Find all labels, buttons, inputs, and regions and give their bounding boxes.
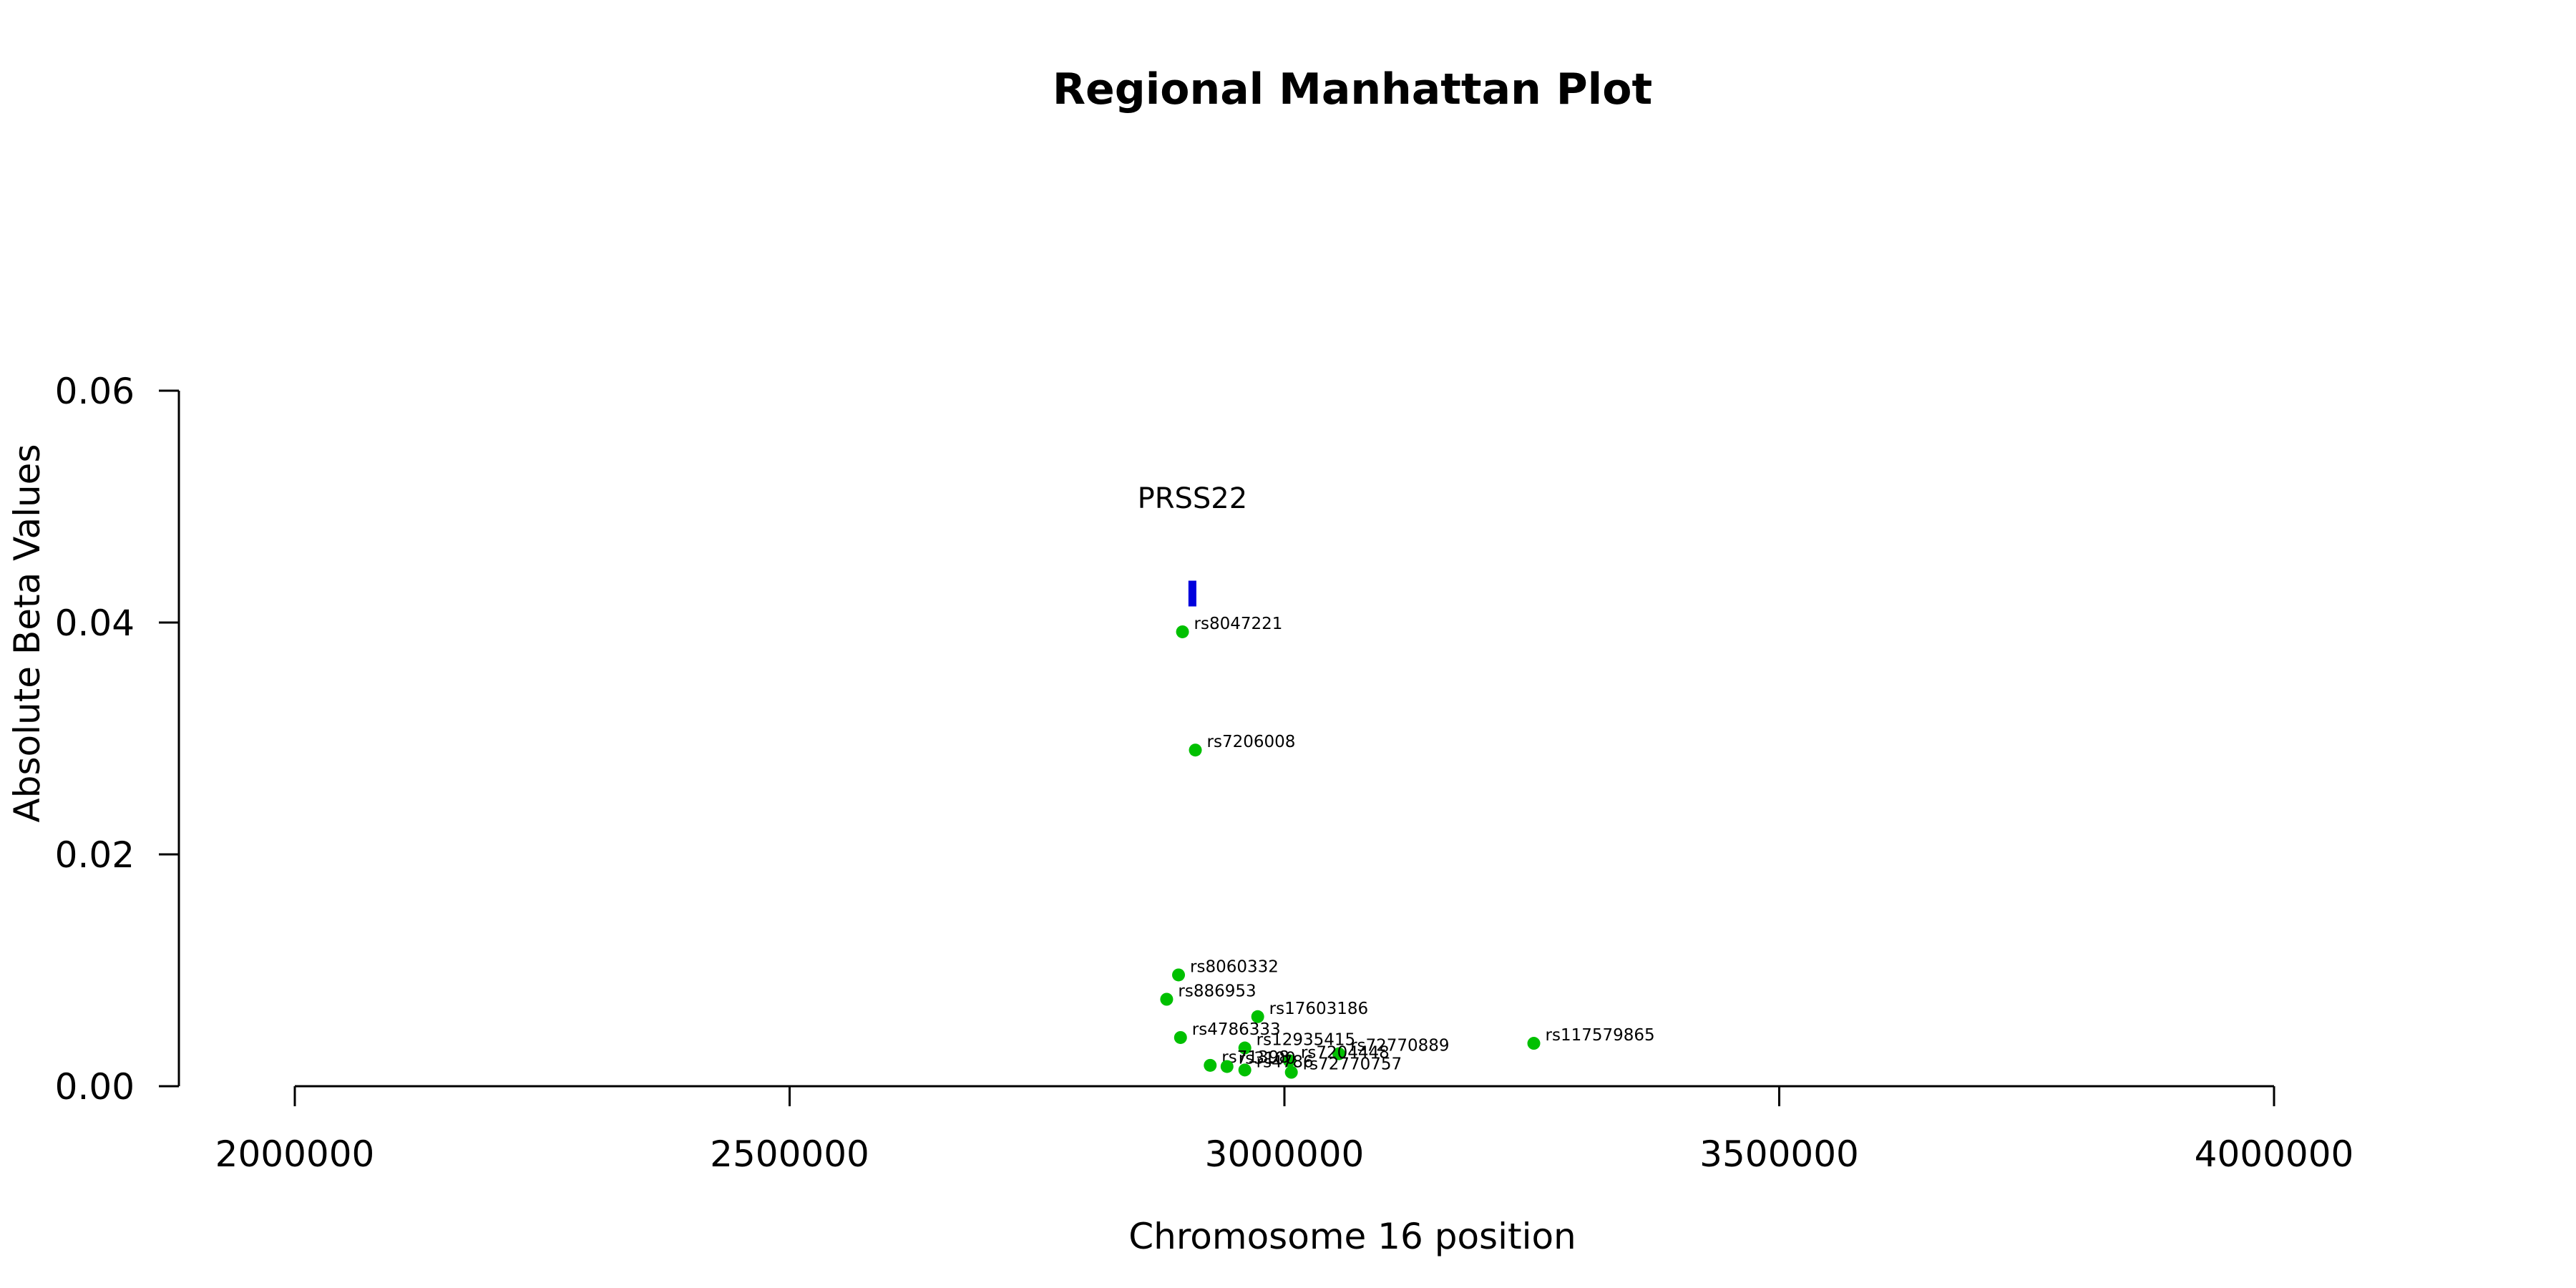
snp-point xyxy=(1527,1037,1541,1050)
gene-label: PRSS22 xyxy=(1138,482,1248,515)
snp-label: rs17603186 xyxy=(1269,1000,1369,1018)
snp-label: rs886953 xyxy=(1178,982,1256,1001)
snp-label: rs4786333 xyxy=(1192,1020,1281,1039)
x-tick-label: 4000000 xyxy=(2195,1133,2354,1175)
snp-label: rs4786 xyxy=(1257,1053,1314,1071)
snp-label: rs12935415 xyxy=(1257,1031,1356,1050)
x-tick-label: 3000000 xyxy=(1205,1133,1365,1175)
gene-track: PRSS22 xyxy=(1138,482,1248,607)
snp-point xyxy=(1238,1041,1252,1055)
snp-point xyxy=(1160,992,1174,1006)
x-tick-label: 2000000 xyxy=(215,1133,375,1175)
snp-label: rs8060332 xyxy=(1190,957,1279,976)
snp-point xyxy=(1251,1010,1264,1023)
x-tick-label: 3500000 xyxy=(1699,1133,1859,1175)
x-axis-label: Chromosome 16 position xyxy=(1128,1216,1576,1257)
snp-point xyxy=(1284,1065,1298,1079)
snp-label: rs117579865 xyxy=(1546,1026,1655,1045)
snp-point xyxy=(1174,1030,1187,1044)
x-tick-label: 2500000 xyxy=(710,1133,869,1175)
snp-point xyxy=(1220,1060,1234,1073)
snp-label: rs8047221 xyxy=(1194,615,1283,633)
y-tick-label: 0.00 xyxy=(55,1066,135,1108)
snp-point xyxy=(1282,1054,1296,1068)
snp-label: rs7204448 xyxy=(1301,1043,1390,1062)
snp-label: rs72770889 xyxy=(1350,1037,1450,1055)
snp-label: rs71398 xyxy=(1221,1048,1289,1067)
snp-point xyxy=(1172,968,1186,982)
gene-bar xyxy=(1188,580,1196,607)
snp-point xyxy=(1176,625,1189,638)
y-tick-label: 0.06 xyxy=(55,371,135,412)
chart-title: Regional Manhattan Plot xyxy=(1053,64,1652,114)
axes-group: 0.00 0.02 0.04 0.06 2000000 2500000 3000000 350… xyxy=(55,371,2354,1175)
snp-label: rs7206008 xyxy=(1207,733,1296,751)
y-tick-label: 0.02 xyxy=(55,834,135,876)
snp-point xyxy=(1238,1063,1252,1077)
snp-point xyxy=(1204,1058,1217,1072)
y-tick-label: 0.04 xyxy=(55,602,135,644)
snp-point xyxy=(1189,743,1202,757)
snp-label: rs72770757 xyxy=(1303,1055,1402,1074)
y-axis-label: Absolute Beta Values xyxy=(6,444,48,823)
snp-point xyxy=(1332,1047,1346,1060)
points-group: rs8047221 rs7206008 rs8060332 rs886953 rs176… xyxy=(1160,615,1655,1079)
